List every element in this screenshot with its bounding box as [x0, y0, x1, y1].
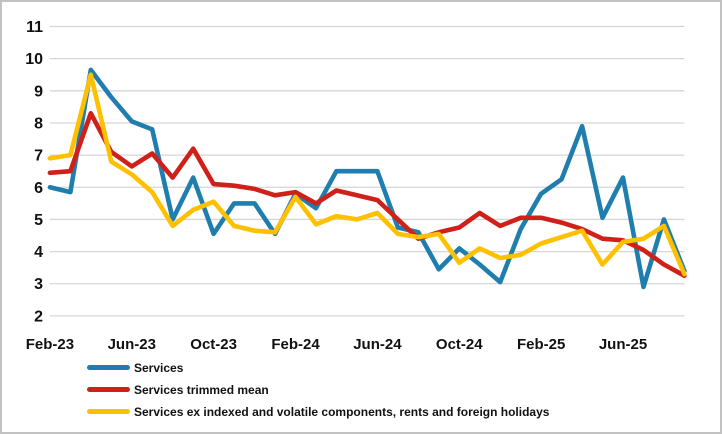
- y-axis-tick-label: 10: [25, 51, 43, 68]
- y-axis-tick-label: 8: [34, 115, 43, 132]
- x-axis-tick-label: Feb-24: [271, 336, 320, 353]
- x-axis-tick-label: Jun-25: [599, 336, 647, 353]
- legend-swatch-services-ex-indexed: [87, 409, 130, 414]
- x-axis-tick-label: Feb-23: [26, 336, 74, 353]
- legend-swatch-services: [87, 365, 130, 370]
- legend-item-services-ex-indexed: Services ex indexed and volatile compone…: [87, 404, 549, 419]
- legend-label-services: Services: [134, 360, 184, 375]
- x-axis-tick-label: Oct-23: [190, 336, 237, 353]
- legend-label-services-trimmed-mean: Services trimmed mean: [134, 382, 269, 397]
- y-axis-tick-label: 11: [26, 19, 43, 36]
- x-axis-tick-label: Jun-23: [108, 336, 156, 353]
- series-line-1: [47, 111, 687, 279]
- y-axis-tick-label: 6: [34, 180, 43, 197]
- chart-legend: Services Services trimmed mean Services …: [87, 360, 549, 419]
- legend-swatch-services-trimmed-mean: [87, 387, 130, 392]
- series-line-0: [47, 67, 687, 290]
- legend-item-services: Services: [87, 360, 549, 375]
- series-line-2: [47, 72, 687, 277]
- legend-label-services-ex-indexed: Services ex indexed and volatile compone…: [134, 404, 550, 419]
- y-axis-tick-label: 2: [34, 308, 43, 325]
- x-axis-tick-label: Oct-24: [436, 336, 483, 353]
- x-axis-tick-label: Feb-25: [517, 336, 565, 353]
- y-axis-tick-label: 9: [34, 83, 43, 100]
- x-axis-tick-label: Jun-24: [353, 336, 402, 353]
- y-axis-tick-label: 7: [34, 148, 43, 165]
- y-axis-tick-label: 4: [34, 244, 43, 261]
- y-axis-tick-label: 3: [34, 276, 43, 293]
- legend-item-services-trimmed-mean: Services trimmed mean: [87, 382, 549, 397]
- y-axis-tick-label: 5: [34, 212, 43, 229]
